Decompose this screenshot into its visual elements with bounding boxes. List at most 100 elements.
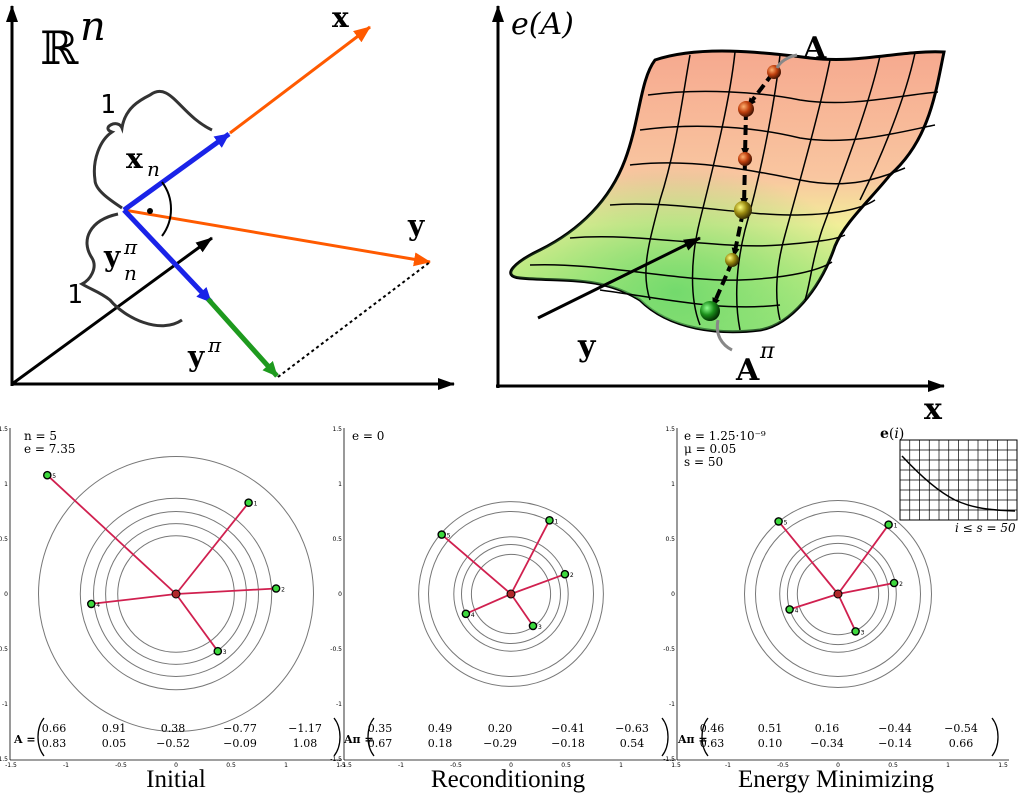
x-tick-label: 1 xyxy=(946,762,950,769)
level-circle xyxy=(38,456,314,732)
ypin-vector xyxy=(122,208,213,304)
energy-surface-minimum-glow xyxy=(510,51,944,332)
x-tick-label: -1 xyxy=(63,762,69,769)
vector-point xyxy=(43,470,52,480)
xn-vector xyxy=(122,131,231,213)
panel-reconditioning-caption: Reconditioning xyxy=(431,766,586,793)
matrix-entry: 0.66 xyxy=(42,722,67,735)
vector-point xyxy=(851,627,860,636)
surface-x-label: x xyxy=(924,392,943,427)
vector-point-label: 3 xyxy=(861,629,865,636)
x-tick-label: 0.5 xyxy=(888,762,898,769)
panel-reconditioning-matrix-label: Aπ = xyxy=(343,733,374,746)
x-tick-label: -0.5 xyxy=(777,762,789,769)
final-state-superscript: π xyxy=(759,339,775,364)
y-tick-label: 1 xyxy=(671,481,675,488)
matrix-entry: −1.17 xyxy=(288,722,322,735)
energy-axis-label: e(A) xyxy=(511,7,574,42)
ypin-label: y xyxy=(103,240,121,273)
surface-mesh xyxy=(529,51,939,331)
surface-y-label: y xyxy=(577,329,597,364)
state-ball-final xyxy=(700,301,720,321)
brace-top xyxy=(92,89,213,210)
xn-label: x xyxy=(126,142,143,175)
x-tick-label: 1.5 xyxy=(998,762,1008,769)
center-point xyxy=(171,589,181,599)
matrix-entry: 0.51 xyxy=(758,722,783,735)
vector-point xyxy=(560,569,570,579)
y-tick-label: -1 xyxy=(669,701,675,708)
spoke-line xyxy=(510,593,534,627)
spoke-line xyxy=(465,593,512,615)
vector-point-label: 4 xyxy=(795,607,799,614)
y-tick-label: 0.5 xyxy=(332,536,342,543)
level-circle xyxy=(453,536,569,652)
y-tick-label: 1.5 xyxy=(332,426,342,433)
matrix-entry: 0.38 xyxy=(161,722,186,735)
vector-point-label: 1 xyxy=(555,518,559,525)
level-circle xyxy=(428,511,594,677)
vector-point xyxy=(213,646,223,656)
vector-point xyxy=(244,498,253,508)
panel-energy-minimizing-matrix-label: Aπ = xyxy=(677,733,708,746)
level-circle xyxy=(105,523,247,665)
matrix-entry: 0.49 xyxy=(428,722,453,735)
panel-energy-minimizing: -1 -0.5 0 0.5 1 1.51.510.50-0.5-1-1.5123450.4… xyxy=(663,426,1009,793)
x-tick-label: -1 xyxy=(725,762,731,769)
x-tick-label: 1 xyxy=(619,762,623,769)
x-tick-label: -1.5 xyxy=(340,762,352,769)
level-circle xyxy=(786,542,890,646)
panel-energy-minimizing-annotation-2: μ = 0.05 xyxy=(684,442,736,456)
A-leader xyxy=(775,53,798,69)
x-tick-label: 1.5 xyxy=(336,762,346,769)
matrix-left-paren xyxy=(701,717,709,757)
angle-arc xyxy=(161,181,172,237)
vector-point-label: 1 xyxy=(894,523,898,530)
panel-initial-annotation-2: e = 7.35 xyxy=(24,442,76,456)
matrix-entry: 0.66 xyxy=(949,737,974,750)
final-state-label: A xyxy=(735,353,760,388)
spoke-line xyxy=(510,573,566,595)
level-circle xyxy=(117,535,235,653)
matrix-entry: 0.20 xyxy=(488,722,513,735)
level-circle xyxy=(93,511,259,677)
vector-point xyxy=(785,605,794,614)
state-ball-5 xyxy=(725,253,739,267)
y-tick-label: -0.5 xyxy=(330,646,342,653)
y-tick-label: 1 xyxy=(4,481,8,488)
level-circle xyxy=(461,544,561,644)
vector-point xyxy=(774,517,783,526)
matrix-entry: 0.91 xyxy=(102,722,127,735)
vector-point-label: 1 xyxy=(254,501,258,508)
x-tick-label: -0.5 xyxy=(450,762,462,769)
matrix-entry: 0.63 xyxy=(700,737,725,750)
ypi-vector xyxy=(206,297,279,378)
x-tick-label: 0 xyxy=(509,762,513,769)
x-tick-label: 1 xyxy=(284,762,288,769)
spoke-line xyxy=(441,533,512,595)
inset-grid xyxy=(900,440,1017,520)
vector-point-label: 4 xyxy=(471,612,475,619)
vector-point xyxy=(271,584,281,593)
ypin-subscript: n xyxy=(124,261,137,285)
level-circle xyxy=(755,511,921,677)
panel-reconditioning-geometry: -1.5 -1 -0.5 0 0.5 1 1.5 1.5 1 0.5 0 -0.5 -1 -1.5 1 2 3 4… xyxy=(330,426,681,769)
ypi-superscript: π xyxy=(207,333,222,357)
matrix-entry: −0.18 xyxy=(551,737,585,750)
matrix-entry: 0.54 xyxy=(620,737,645,750)
level-circle xyxy=(779,535,897,653)
panel-initial: -1.5 -1 -0.5 0 0.5 1 1.5 1.5 1 0.5 0 -0.5 -1 -1.5 1 2 3 4… xyxy=(0,426,346,793)
ypin-superscript: π xyxy=(123,235,138,259)
vector-point-label: 3 xyxy=(223,649,227,656)
state-ball-4 xyxy=(734,201,752,219)
matrix-entry: 0.67 xyxy=(368,737,393,750)
x-tick-label: -1 xyxy=(398,762,404,769)
vector-point xyxy=(884,520,893,530)
start-state-label: A xyxy=(802,31,827,66)
panel-energy-minimizing-annotation-1: e = 1.25·10⁻⁹ xyxy=(684,429,766,443)
space-exponent: n xyxy=(80,4,106,50)
vector-point xyxy=(528,621,538,631)
level-circles xyxy=(418,501,604,687)
matrix-entry: −0.09 xyxy=(223,737,257,750)
